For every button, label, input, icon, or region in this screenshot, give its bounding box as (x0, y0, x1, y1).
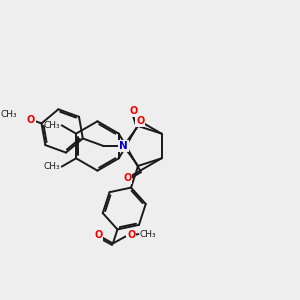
Text: CH₃: CH₃ (140, 230, 156, 238)
Text: O: O (94, 230, 102, 240)
Text: O: O (136, 116, 144, 126)
Text: CH₃: CH₃ (44, 162, 60, 171)
Text: CH₃: CH₃ (0, 110, 17, 119)
Text: O: O (123, 173, 131, 183)
Text: O: O (127, 230, 135, 240)
Text: N: N (119, 141, 128, 151)
Text: CH₃: CH₃ (44, 121, 60, 130)
Text: O: O (27, 115, 35, 124)
Text: O: O (129, 106, 137, 116)
